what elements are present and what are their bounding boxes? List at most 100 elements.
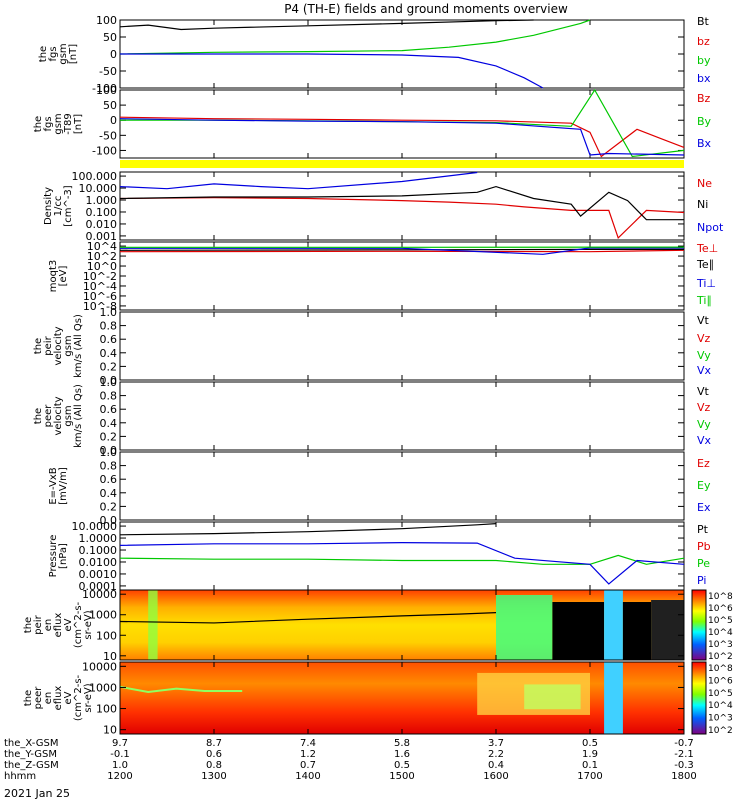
legend-Bx: Bx bbox=[697, 137, 712, 150]
series-Bx bbox=[120, 119, 684, 155]
legend-Vx: Vx bbox=[697, 434, 712, 447]
panel-pressure: 10.00001.00000.10000.01000.00100.0001Pre… bbox=[48, 520, 711, 593]
series-bx bbox=[120, 54, 543, 88]
legend-Te∥: Te∥ bbox=[696, 258, 714, 271]
legend-Vz: Vz bbox=[697, 332, 711, 345]
panel-frame bbox=[120, 452, 684, 520]
spectrogram-band bbox=[496, 595, 552, 660]
x-row-value: 3.7 bbox=[488, 738, 504, 749]
colorbar-tick-label: 10^8 bbox=[708, 664, 733, 674]
legend-Ni: Ni bbox=[697, 198, 708, 211]
y-axis-label-line: km/s (All Qs) bbox=[73, 384, 84, 448]
y-axis-label: Pressure[nPa] bbox=[48, 535, 69, 578]
y-axis-label-line: sr-eV) bbox=[83, 683, 94, 712]
legend-Vy: Vy bbox=[697, 418, 711, 431]
legend-Bz: Bz bbox=[697, 92, 711, 105]
x-row-value: -0.1 bbox=[110, 749, 130, 760]
y-tick-label: -100 bbox=[92, 144, 117, 157]
y-axis-label: E=-VxB[mV/m] bbox=[48, 467, 69, 505]
colorbar bbox=[692, 590, 706, 660]
panel-peer_en_eflux: 10^810^610^510^410^310^210000100010010th… bbox=[23, 660, 733, 736]
x-row-value: 1700 bbox=[577, 771, 602, 782]
y-axis-label-line: [eV] bbox=[58, 266, 69, 287]
y-tick-label: 0.6 bbox=[100, 403, 118, 416]
x-row-value: 1.0 bbox=[112, 760, 128, 771]
panel-frame bbox=[120, 312, 684, 380]
x-row-value: 0.7 bbox=[300, 760, 316, 771]
x-row-value: 1400 bbox=[295, 771, 320, 782]
x-row-value: 1800 bbox=[671, 771, 696, 782]
colorbar-tick-label: 10^5 bbox=[708, 689, 733, 699]
y-tick-label: 10000 bbox=[82, 588, 117, 601]
x-row-value: 8.7 bbox=[206, 738, 222, 749]
legend-Ne: Ne bbox=[697, 177, 712, 190]
y-tick-label: 0 bbox=[110, 48, 117, 61]
colorbar-tick-label: 10^6 bbox=[708, 676, 733, 686]
spectrogram-band bbox=[148, 590, 157, 660]
y-tick-label: 0.4 bbox=[100, 487, 118, 500]
colorbar-tick-label: 10^4 bbox=[708, 628, 733, 638]
colorbar-tick-label: 10^8 bbox=[708, 592, 733, 602]
y-tick-label: 10 bbox=[103, 724, 117, 737]
status-bar bbox=[120, 160, 684, 168]
x-row-value: -0.3 bbox=[674, 760, 694, 771]
x-row-value: 0.6 bbox=[206, 749, 222, 760]
panel-frame bbox=[120, 242, 684, 310]
x-row-value: 1.6 bbox=[394, 749, 410, 760]
y-tick-label: 0.8 bbox=[100, 320, 118, 333]
spectrogram-band bbox=[604, 662, 623, 734]
y-tick-label: 100 bbox=[96, 629, 117, 642]
x-row-value: 9.7 bbox=[112, 738, 128, 749]
x-row-value: 0.4 bbox=[488, 760, 504, 771]
spectrogram-dropout bbox=[651, 600, 684, 660]
y-tick-label: 0 bbox=[110, 114, 117, 127]
y-tick-label: 100 bbox=[96, 84, 117, 97]
legend-Te⊥: Te⊥ bbox=[696, 242, 718, 255]
series-Bt bbox=[120, 20, 534, 30]
colorbar-tick-label: 10^3 bbox=[708, 640, 733, 650]
x-row-value: 1300 bbox=[201, 771, 226, 782]
x-row-value: 0.5 bbox=[394, 760, 410, 771]
y-tick-label: 1.0 bbox=[100, 446, 118, 459]
x-row-value: -0.7 bbox=[674, 738, 694, 749]
y-tick-label: -50 bbox=[99, 129, 117, 142]
legend-Vt: Vt bbox=[697, 314, 710, 327]
spectrogram-band bbox=[524, 684, 580, 709]
y-tick-label: 0.4 bbox=[100, 347, 118, 360]
legend-Ez: Ez bbox=[697, 457, 710, 470]
colorbar-tick-label: 10^4 bbox=[708, 701, 733, 711]
y-axis-label-line: [cm^-3] bbox=[63, 185, 74, 226]
x-row-value: 5.8 bbox=[394, 738, 410, 749]
y-tick-label: 0.2 bbox=[100, 360, 118, 373]
y-tick-label: 50 bbox=[103, 31, 117, 44]
series-Pe bbox=[120, 555, 684, 564]
legend-Ex: Ex bbox=[697, 501, 711, 514]
spectrogram-band bbox=[604, 590, 623, 660]
series-Ni bbox=[120, 187, 684, 220]
y-tick-label: 100 bbox=[96, 703, 117, 716]
legend-Ti∥: Ti∥ bbox=[696, 294, 712, 307]
legend-Pi: Pi bbox=[697, 574, 706, 587]
x-row-label: the_Y-GSM bbox=[4, 749, 57, 760]
legend-Vt: Vt bbox=[697, 385, 710, 398]
y-tick-label: -50 bbox=[99, 65, 117, 78]
spectrogram-fill bbox=[120, 662, 684, 734]
colorbar-tick-label: 10^2 bbox=[708, 726, 733, 736]
legend-Pb: Pb bbox=[697, 540, 711, 553]
x-row-label: the_Z-GSM bbox=[4, 760, 59, 771]
colorbar-tick-label: 10^6 bbox=[708, 604, 733, 614]
series-Te∥ bbox=[120, 249, 684, 250]
y-tick-label: 0.2 bbox=[100, 500, 118, 513]
legend-By: By bbox=[697, 115, 712, 128]
series-Ne bbox=[120, 198, 684, 238]
x-row-value: 0.5 bbox=[582, 738, 598, 749]
